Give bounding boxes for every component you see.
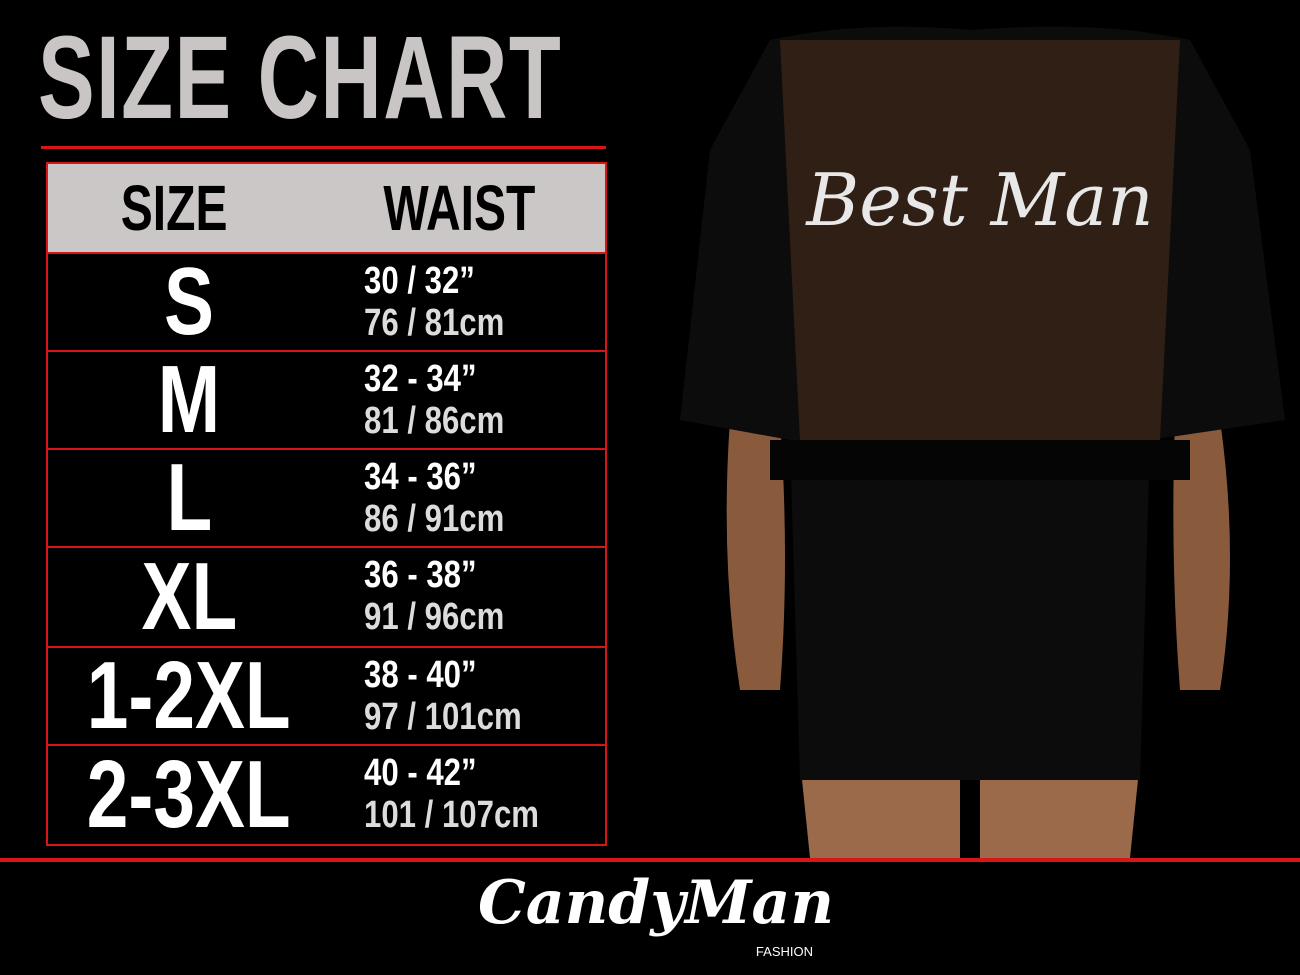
waist-cm: 76 / 81cm: [364, 302, 505, 344]
logo-sub: FASHION: [755, 944, 813, 959]
waist-cm: 86 / 91cm: [364, 498, 505, 540]
logo-brand: CandyMan: [478, 868, 834, 938]
table-row: XL 36 - 38” 91 / 96cm: [48, 543, 605, 650]
table-row: S 30 / 32” 76 / 81cm: [48, 248, 605, 355]
waist-cm: 97 / 101cm: [364, 696, 522, 738]
header-waist: WAIST: [383, 172, 536, 244]
size-label: 2-3XL: [87, 741, 291, 848]
page-title: SIZE CHART: [38, 12, 563, 144]
waist-cm: 101 / 107cm: [364, 794, 539, 836]
waist-inches: 40 - 42”: [364, 752, 477, 794]
title-divider: [41, 146, 606, 149]
table-header: SIZE WAIST: [48, 164, 605, 254]
size-label: L: [166, 444, 212, 551]
footer-divider: [0, 858, 1300, 862]
table-row: 2-3XL 40 - 42” 101 / 107cm: [48, 741, 605, 848]
waist-cm: 91 / 96cm: [364, 596, 505, 638]
size-table: SIZE WAIST S 30 / 32” 76 / 81cm M 32 - 34…: [46, 162, 607, 848]
table-row: L 34 - 36” 86 / 91cm: [48, 444, 605, 551]
garment-text: Best Man: [804, 158, 1153, 242]
product-photo: Best Man: [680, 26, 1285, 858]
table-row: M 32 - 34” 81 / 86cm: [48, 346, 605, 453]
waist-inches: 36 - 38”: [364, 554, 477, 596]
size-label: 1-2XL: [87, 642, 291, 749]
size-label: XL: [141, 543, 237, 650]
brand-logo: CandyMan FASHION: [478, 868, 834, 973]
header-size: SIZE: [120, 172, 228, 244]
waist-cm: 81 / 86cm: [364, 400, 505, 442]
size-label: M: [157, 346, 221, 453]
waist-inches: 34 - 36”: [364, 456, 477, 498]
waist-inches: 30 / 32”: [364, 260, 475, 302]
size-label: S: [164, 248, 214, 355]
waist-inches: 32 - 34”: [364, 358, 477, 400]
table-row: 1-2XL 38 - 40” 97 / 101cm: [48, 642, 605, 749]
waist-inches: 38 - 40”: [364, 654, 477, 696]
